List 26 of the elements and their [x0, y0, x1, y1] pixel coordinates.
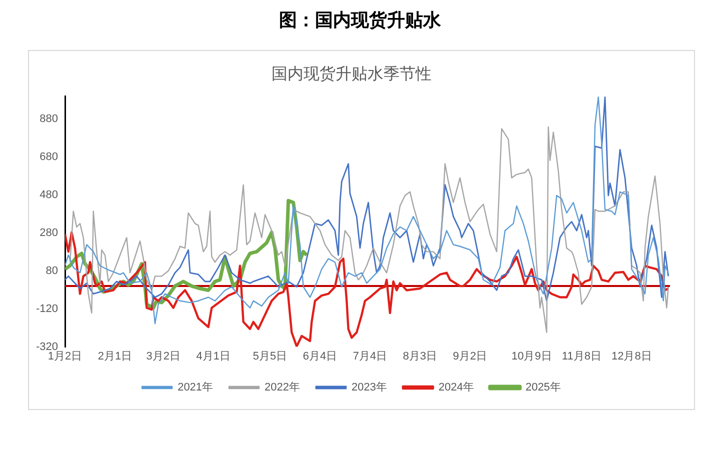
legend-label: 2025年: [525, 382, 561, 394]
y-tick-label: 280: [40, 226, 58, 239]
y-tick-label: -120: [36, 302, 58, 315]
y-tick-label: 680: [40, 150, 58, 163]
y-tick-label: 880: [40, 113, 58, 126]
x-tick-label: 9月2日: [452, 350, 488, 362]
x-tick-label: 2月1日: [98, 350, 132, 362]
x-tick-label: 4月1日: [196, 350, 230, 362]
x-tick-label: 11月8日: [562, 350, 602, 362]
x-tick-label: 6月4日: [302, 350, 338, 362]
chart-subtitle: 国内现货升贴水季节性: [272, 64, 432, 83]
x-tick-label: 8月3日: [402, 350, 438, 362]
y-tick-label: 80: [46, 264, 58, 277]
x-tick-label: 7月4日: [352, 350, 388, 362]
chart-title: 图：国内现货升贴水: [278, 9, 442, 32]
y-tick-label: -320: [36, 340, 58, 353]
legend-label: 2021年: [178, 382, 214, 394]
x-tick-label: 5月5日: [252, 350, 288, 362]
legend-label: 2023年: [352, 382, 387, 394]
y-tick-label: 480: [40, 188, 58, 201]
legend-label: 2022年: [264, 382, 300, 394]
x-tick-label: 1月2日: [48, 350, 82, 362]
x-tick-label: 3月2日: [146, 350, 180, 362]
x-tick-label: 12月8日: [611, 350, 652, 362]
x-tick-label: 10月9日: [511, 350, 552, 362]
legend-label: 2024年: [438, 382, 474, 394]
